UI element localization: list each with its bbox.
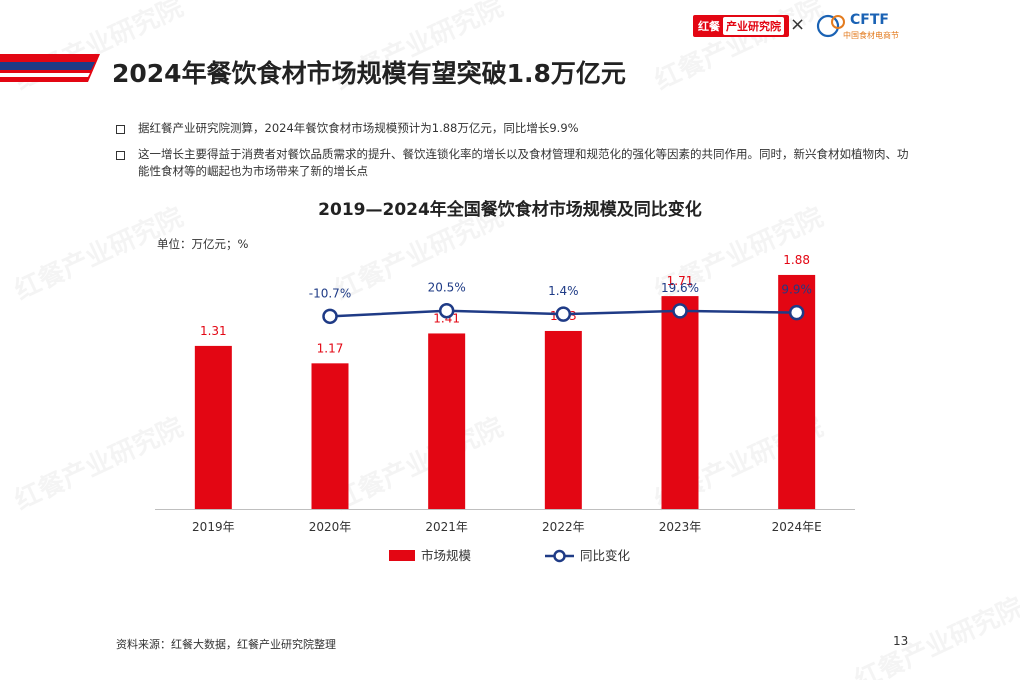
x-tick-label: 2022年: [542, 520, 585, 534]
title-banner-stripes: [0, 54, 100, 82]
bar-2019年: [194, 345, 232, 509]
yoy-value-label: 9.9%: [781, 283, 812, 297]
bullet-list: 据红餐产业研究院测算，2024年餐饮食材市场规模预计为1.88万亿元，同比增长9…: [116, 120, 916, 189]
source-note: 资料来源：红餐大数据，红餐产业研究院整理: [116, 638, 336, 651]
hongcan-logo: 红餐 产业研究院: [693, 15, 789, 37]
yoy-value-label: 1.4%: [548, 284, 579, 298]
bar-value-label: 1.88: [783, 253, 810, 267]
bar-2023年: [661, 296, 699, 509]
chart-title: 2019—2024年全国餐饮食材市场规模及同比变化: [318, 200, 702, 220]
x-tick-label: 2024年E: [772, 520, 822, 534]
legend-line-label: 同比变化: [580, 548, 631, 563]
x-tick-label: 2020年: [309, 520, 352, 534]
yoy-point: [322, 308, 338, 325]
square-bullet-icon: [116, 125, 125, 134]
x-tick-label: 2019年: [192, 520, 235, 534]
bar-2022年: [544, 330, 582, 509]
bar-2021年: [428, 333, 466, 509]
yoy-point: [788, 304, 805, 321]
legend-bar-swatch: [389, 550, 415, 561]
yoy-point: [672, 303, 688, 319]
legend-bar-label: 市场规模: [421, 548, 472, 563]
yoy-value-label: -10.7%: [309, 286, 351, 300]
bullet-text: 据红餐产业研究院测算，2024年餐饮食材市场规模预计为1.88万亿元，同比增长9…: [138, 121, 579, 135]
x-tick-label: 2021年: [425, 520, 468, 534]
yoy-value-label: 19.6%: [661, 281, 699, 295]
yoy-value-label: 20.5%: [428, 281, 466, 295]
bullet-item: 据红餐产业研究院测算，2024年餐饮食材市场规模预计为1.88万亿元，同比增长9…: [116, 120, 916, 137]
page-number: 13: [893, 634, 909, 648]
hongcan-logo-sub: 产业研究院: [723, 17, 784, 35]
page-title: 2024年餐饮食材市场规模有望突破1.8万亿元: [112, 59, 626, 88]
unit-label: 单位：万亿元；%: [157, 237, 249, 251]
yoy-point: [438, 302, 455, 319]
bar-value-label: 1.71: [667, 274, 694, 288]
bullet-item: 这一增长主要得益于消费者对餐饮品质需求的提升、餐饮连锁化率的增长以及食材管理和规…: [116, 146, 916, 180]
cftf-logo-text: CFTF: [850, 12, 889, 28]
legend-line-marker: [553, 549, 566, 563]
cftf-logo-sub: 中国食材电商节: [843, 31, 899, 40]
yoy-point: [555, 306, 572, 322]
bar-value-label: 1.17: [317, 341, 344, 355]
bar-value-label: 1.31: [200, 324, 227, 338]
times-sign: ×: [790, 14, 806, 35]
bar-2020年: [311, 363, 349, 509]
hongcan-logo-main: 红餐: [698, 20, 720, 33]
x-tick-label: 2023年: [659, 520, 702, 534]
bullet-text: 这一增长主要得益于消费者对餐饮品质需求的提升、餐饮连锁化率的增长以及食材管理和规…: [138, 147, 909, 178]
cftf-logo-icon: [816, 14, 845, 38]
square-bullet-icon: [116, 151, 125, 160]
